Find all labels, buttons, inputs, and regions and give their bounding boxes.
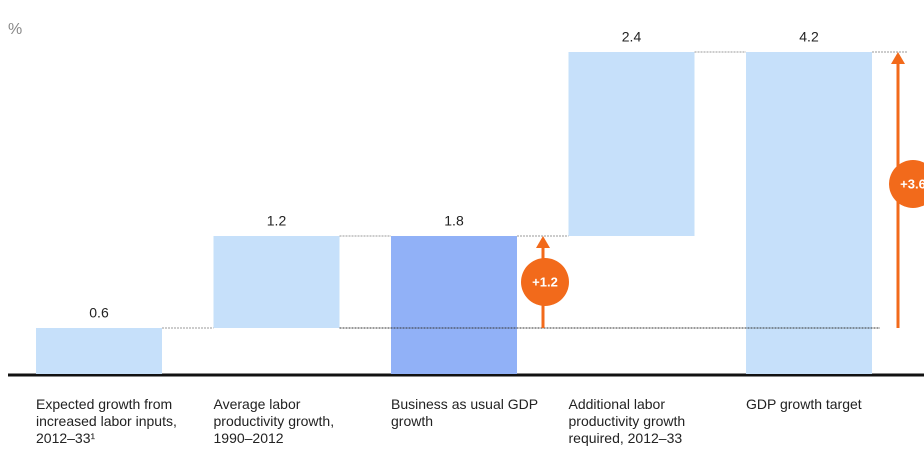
bar — [746, 52, 872, 374]
value-label: 4.2 — [799, 29, 819, 45]
category-label: Business as usual GDP growth — [391, 396, 538, 429]
value-label: 1.8 — [444, 213, 464, 229]
annotation-badge — [521, 258, 569, 306]
value-label: 0.6 — [89, 305, 109, 321]
bar — [391, 236, 517, 374]
annotation-badge — [889, 160, 924, 208]
arrow-head — [536, 236, 550, 248]
annotation-label: +1.2 — [532, 274, 558, 289]
unit-label: % — [8, 21, 22, 38]
value-label: 2.4 — [622, 29, 642, 45]
bar — [568, 52, 695, 236]
category-label: Average labor productivity growth, 1990–… — [213, 396, 335, 446]
arrow-head — [891, 52, 905, 64]
bar — [213, 236, 340, 328]
bar — [36, 328, 162, 374]
annotation-label: +3.6 — [900, 176, 924, 191]
category-label: Additional labor productivity growth req… — [568, 396, 686, 446]
value-label: 1.2 — [267, 213, 287, 229]
category-label: GDP growth target — [746, 396, 862, 412]
category-label: Expected growth from increased labor inp… — [36, 396, 177, 446]
